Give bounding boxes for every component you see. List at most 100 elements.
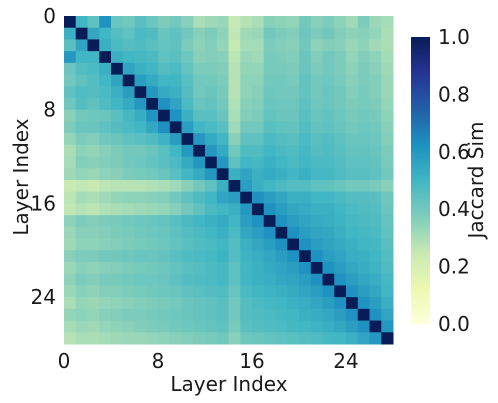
heatmap-cell	[369, 180, 382, 193]
heatmap-cell	[252, 133, 265, 146]
heatmap-cell	[334, 203, 347, 216]
heatmap-cell	[75, 262, 88, 275]
heatmap-cell	[228, 133, 241, 146]
heatmap-cell	[193, 215, 206, 228]
heatmap-cell	[216, 273, 229, 286]
heatmap-cell	[216, 215, 229, 228]
heatmap-cell	[111, 215, 124, 228]
heatmap-cell	[169, 238, 182, 251]
heatmap-cell	[252, 215, 265, 228]
heatmap-cell	[334, 27, 347, 40]
heatmap-cell	[252, 168, 265, 181]
heatmap-cell	[310, 109, 323, 122]
heatmap-cell	[357, 133, 370, 146]
heatmap-cell	[146, 191, 159, 204]
heatmap-cell	[99, 109, 112, 122]
colorbar	[411, 37, 430, 324]
heatmap-cell	[369, 238, 382, 251]
heatmap-cell	[216, 39, 229, 52]
heatmap-cell	[181, 86, 194, 99]
heatmap-cell	[134, 156, 147, 169]
heatmap-cell	[169, 51, 182, 64]
heatmap-cell	[146, 133, 159, 146]
heatmap-cell	[216, 250, 229, 263]
heatmap-cell	[134, 203, 147, 216]
heatmap-cell	[310, 121, 323, 134]
heatmap-cell	[322, 226, 335, 240]
heatmap-cell	[134, 27, 147, 40]
heatmap-cell	[310, 39, 323, 52]
heatmap-cell	[287, 144, 300, 158]
heatmap-cell	[193, 262, 206, 275]
heatmap-cell	[111, 74, 124, 87]
heatmap-cell	[346, 215, 359, 228]
heatmap-cell	[346, 74, 359, 87]
heatmap-cell	[357, 121, 370, 134]
heatmap-cell	[134, 98, 147, 111]
heatmap-cell	[275, 191, 288, 204]
heatmap-cell	[334, 86, 347, 99]
heatmap-cell	[369, 226, 382, 240]
heatmap-cell	[240, 27, 253, 40]
heatmap-cell	[216, 226, 229, 240]
heatmap-cell	[310, 156, 323, 169]
heatmap-cell	[240, 109, 253, 122]
heatmap-cell	[87, 262, 100, 275]
heatmap-cell	[146, 332, 159, 345]
heatmap-cell	[287, 74, 300, 87]
heatmap-cell	[205, 16, 218, 29]
heatmap-cell	[346, 250, 359, 263]
heatmap-cell	[263, 320, 276, 333]
heatmap-cell	[64, 168, 77, 181]
heatmap-cell	[75, 250, 88, 263]
heatmap-cell	[369, 215, 382, 228]
heatmap-cell	[275, 308, 288, 322]
heatmap-cell	[205, 273, 218, 286]
heatmap-cell	[322, 168, 335, 181]
heatmap-cells	[64, 16, 394, 345]
heatmap-cell	[134, 39, 147, 52]
heatmap-cell	[228, 262, 241, 275]
heatmap-cell	[181, 262, 194, 275]
heatmap-cell	[99, 203, 112, 216]
heatmap-cell	[181, 16, 194, 29]
heatmap-cell	[87, 215, 100, 228]
heatmap-cell	[87, 250, 100, 263]
heatmap-cell	[146, 86, 159, 99]
heatmap-cell	[334, 191, 347, 204]
heatmap-cell	[252, 62, 265, 76]
heatmap-cell	[310, 262, 323, 275]
heatmap-cell	[369, 308, 382, 322]
heatmap-cell	[240, 297, 253, 310]
heatmap-cell	[216, 180, 229, 193]
heatmap-cell	[158, 27, 171, 40]
heatmap-cell	[134, 285, 147, 298]
heatmap-cell	[287, 62, 300, 76]
heatmap-cell	[346, 16, 359, 29]
heatmap-cell	[216, 238, 229, 251]
heatmap-cell	[369, 320, 382, 333]
heatmap-cell	[75, 62, 88, 76]
heatmap-cell	[369, 121, 382, 134]
heatmap-cell	[263, 262, 276, 275]
heatmap-cell	[169, 203, 182, 216]
heatmap-cell	[193, 121, 206, 134]
x-tick-label: 16	[239, 349, 264, 373]
heatmap-cell	[228, 121, 241, 134]
heatmap-cell	[193, 62, 206, 76]
heatmap-cell	[87, 285, 100, 298]
heatmap-cell	[381, 168, 394, 181]
heatmap-cell	[205, 86, 218, 99]
heatmap-cell	[287, 16, 300, 29]
heatmap-cell	[228, 203, 241, 216]
heatmap-cell	[205, 168, 218, 181]
heatmap-cell	[193, 168, 206, 181]
heatmap-cell	[99, 168, 112, 181]
heatmap-cell	[134, 273, 147, 286]
heatmap-cell	[122, 51, 135, 64]
heatmap-cell	[99, 238, 112, 251]
heatmap-cell	[275, 226, 288, 240]
heatmap-cell	[216, 168, 229, 181]
heatmap-cell	[181, 27, 194, 40]
heatmap-cell	[369, 39, 382, 52]
